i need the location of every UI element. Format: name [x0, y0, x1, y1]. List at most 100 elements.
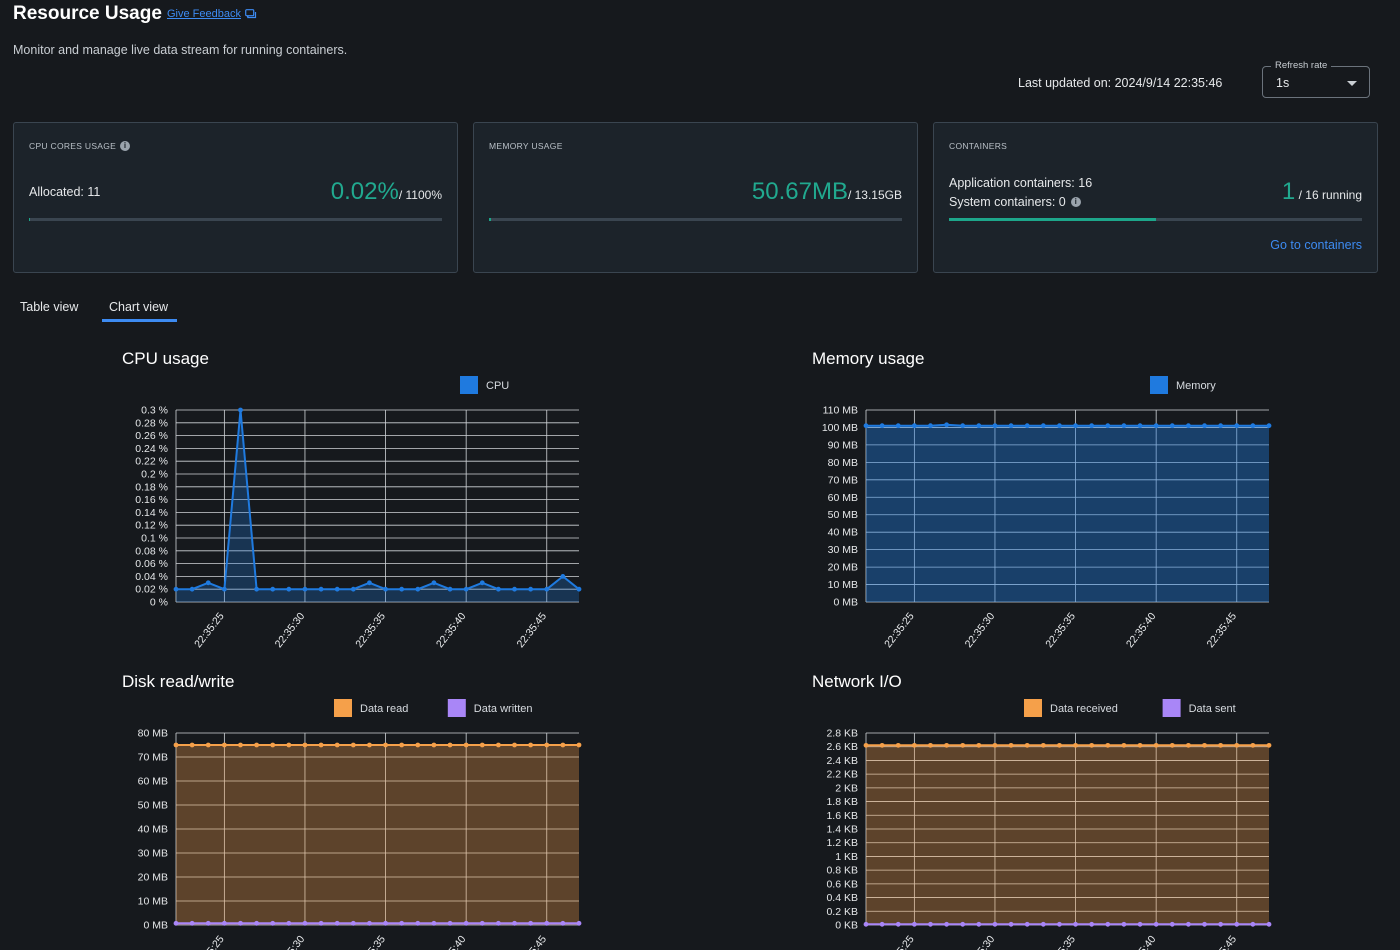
data-point[interactable]: [463, 920, 469, 926]
data-point[interactable]: [189, 920, 195, 926]
data-point[interactable]: [1137, 423, 1143, 429]
data-point[interactable]: [1040, 423, 1046, 429]
data-point[interactable]: [1057, 742, 1062, 748]
data-point[interactable]: [1169, 423, 1175, 429]
data-point[interactable]: [879, 742, 885, 748]
data-point[interactable]: [286, 742, 292, 748]
data-point[interactable]: [1266, 921, 1272, 927]
legend-swatch[interactable]: [1150, 376, 1168, 394]
data-point[interactable]: [350, 920, 356, 926]
data-point[interactable]: [479, 920, 485, 926]
data-point[interactable]: [1202, 742, 1207, 748]
data-point[interactable]: [1169, 742, 1175, 748]
data-point[interactable]: [1218, 921, 1224, 927]
data-point[interactable]: [928, 423, 933, 429]
data-point[interactable]: [318, 586, 324, 592]
data-point[interactable]: [447, 742, 453, 748]
data-point[interactable]: [944, 422, 949, 428]
data-point[interactable]: [863, 921, 869, 927]
data-point[interactable]: [415, 742, 421, 748]
data-point[interactable]: [302, 586, 308, 592]
data-point[interactable]: [1040, 921, 1046, 927]
data-point[interactable]: [1153, 742, 1159, 748]
data-point[interactable]: [944, 742, 949, 748]
data-point[interactable]: [960, 742, 966, 748]
data-point[interactable]: [992, 423, 998, 429]
data-point[interactable]: [1234, 423, 1240, 429]
legend-swatch[interactable]: [1162, 699, 1181, 717]
data-point[interactable]: [1057, 423, 1062, 429]
data-point[interactable]: [367, 580, 372, 586]
data-point[interactable]: [1186, 423, 1191, 429]
legend-swatch[interactable]: [1024, 699, 1042, 717]
data-point[interactable]: [479, 742, 485, 748]
data-point[interactable]: [496, 742, 501, 748]
data-point[interactable]: [911, 423, 917, 429]
data-point[interactable]: [512, 920, 517, 926]
data-point[interactable]: [1057, 921, 1062, 927]
data-point[interactable]: [431, 920, 437, 926]
data-point[interactable]: [560, 920, 566, 926]
data-point[interactable]: [254, 920, 259, 926]
data-point[interactable]: [1250, 921, 1256, 927]
data-point[interactable]: [1024, 921, 1030, 927]
data-point[interactable]: [173, 920, 179, 926]
data-point[interactable]: [415, 586, 421, 592]
legend-swatch[interactable]: [447, 699, 466, 717]
data-point[interactable]: [447, 586, 453, 592]
data-point[interactable]: [221, 586, 227, 592]
data-point[interactable]: [1024, 742, 1030, 748]
data-point[interactable]: [383, 742, 388, 748]
data-point[interactable]: [863, 423, 869, 429]
data-point[interactable]: [463, 586, 469, 592]
data-point[interactable]: [528, 920, 534, 926]
data-point[interactable]: [944, 921, 949, 927]
data-point[interactable]: [544, 586, 550, 592]
data-point[interactable]: [576, 920, 582, 926]
legend-swatch[interactable]: [460, 376, 478, 394]
data-point[interactable]: [879, 423, 885, 429]
data-point[interactable]: [895, 423, 901, 429]
data-point[interactable]: [318, 742, 324, 748]
data-point[interactable]: [1218, 742, 1224, 748]
data-point[interactable]: [1105, 423, 1111, 429]
data-point[interactable]: [238, 742, 243, 748]
data-point[interactable]: [576, 742, 582, 748]
data-point[interactable]: [173, 586, 179, 592]
data-point[interactable]: [383, 920, 388, 926]
data-point[interactable]: [1105, 742, 1111, 748]
data-point[interactable]: [528, 586, 534, 592]
data-point[interactable]: [238, 920, 243, 926]
go-to-containers-link[interactable]: Go to containers: [1270, 238, 1362, 252]
data-point[interactable]: [189, 742, 195, 748]
data-point[interactable]: [1153, 423, 1159, 429]
data-point[interactable]: [173, 742, 179, 748]
data-point[interactable]: [1024, 423, 1030, 429]
data-point[interactable]: [1008, 423, 1014, 429]
data-point[interactable]: [1073, 423, 1078, 429]
data-point[interactable]: [1234, 742, 1240, 748]
data-point[interactable]: [1137, 921, 1143, 927]
data-point[interactable]: [560, 742, 566, 748]
data-point[interactable]: [911, 742, 917, 748]
data-point[interactable]: [1250, 423, 1256, 429]
give-feedback-link[interactable]: Give Feedback: [167, 8, 257, 20]
data-point[interactable]: [496, 586, 501, 592]
data-point[interactable]: [928, 742, 933, 748]
data-point[interactable]: [1073, 742, 1078, 748]
data-point[interactable]: [350, 586, 356, 592]
data-point[interactable]: [1008, 921, 1014, 927]
data-point[interactable]: [976, 742, 982, 748]
data-point[interactable]: [560, 574, 566, 579]
data-point[interactable]: [512, 586, 517, 592]
data-point[interactable]: [512, 742, 517, 748]
data-point[interactable]: [302, 742, 308, 748]
data-point[interactable]: [270, 586, 276, 592]
data-point[interactable]: [270, 742, 276, 748]
info-icon[interactable]: i: [120, 141, 131, 151]
data-point[interactable]: [1202, 921, 1207, 927]
data-point[interactable]: [911, 921, 917, 927]
data-point[interactable]: [1266, 423, 1272, 429]
tab-table-view[interactable]: Table view: [20, 300, 79, 314]
data-point[interactable]: [1202, 423, 1207, 429]
